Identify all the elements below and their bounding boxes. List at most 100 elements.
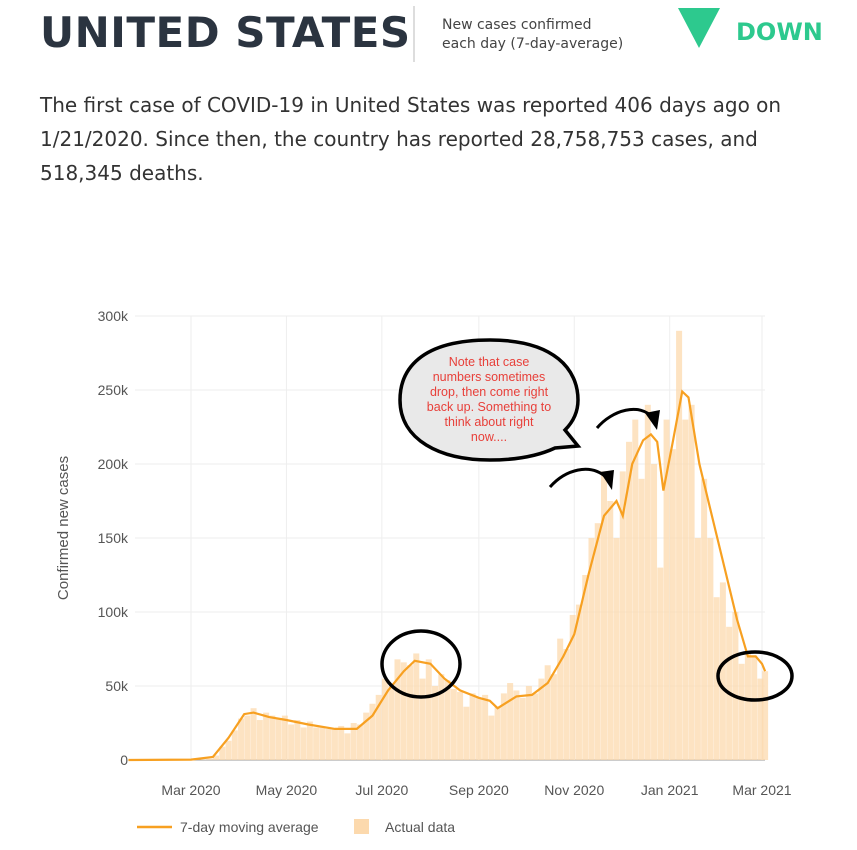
actual-data-bar <box>425 659 432 760</box>
actual-data-bar <box>682 419 689 760</box>
actual-data-bar <box>694 538 701 760</box>
annotation-text: now.... <box>471 430 507 444</box>
actual-data-bar <box>663 419 670 760</box>
actual-data-bar <box>319 727 326 760</box>
annotation-text: think about right <box>445 415 534 429</box>
actual-data-bar <box>762 671 769 760</box>
actual-data-bar <box>600 471 607 760</box>
actual-data-bar <box>444 680 451 760</box>
x-tick-label: Jul 2020 <box>355 782 408 798</box>
actual-data-bar <box>651 464 658 760</box>
actual-data-bar <box>350 723 357 760</box>
actual-data-bar <box>669 449 676 760</box>
actual-data-bar <box>206 758 213 760</box>
actual-data-bar <box>751 656 758 760</box>
arrow-annotation-2 <box>595 407 655 429</box>
legend-actual-data[interactable]: Actual data <box>385 819 455 835</box>
actual-data-bar <box>250 708 257 760</box>
metric-subtitle: New cases confirmed each day (7-day-avera… <box>442 16 662 54</box>
legend-moving-average[interactable]: 7-day moving average <box>180 819 319 835</box>
actual-data-bar <box>557 638 564 760</box>
actual-data-bar <box>500 693 507 760</box>
actual-data-bar <box>231 730 238 760</box>
actual-data-bar <box>676 330 683 760</box>
actual-data-bar <box>519 697 526 760</box>
moving-average-line <box>128 389 767 762</box>
summary-text: The first case of COVID-19 in United Sta… <box>40 93 782 185</box>
actual-data-bar <box>457 691 464 760</box>
actual-data-bar <box>331 728 338 760</box>
actual-data-bar <box>288 724 295 760</box>
actual-data-bar <box>413 653 420 760</box>
y-axis-label: Confirmed new cases <box>55 456 72 600</box>
annotation-text: back up. Something to <box>427 400 551 414</box>
actual-data-bar <box>525 686 532 760</box>
actual-data-bar <box>400 662 407 760</box>
x-tick-label: Mar 2020 <box>161 782 220 798</box>
actual-data-bar <box>488 715 495 760</box>
actual-data-bar <box>594 523 601 760</box>
actual-data-bar <box>388 686 395 760</box>
actual-data-bar <box>475 697 482 760</box>
actual-data-bar <box>513 690 520 760</box>
y-tick-label: 50k <box>105 678 129 694</box>
actual-data-bar <box>613 538 620 760</box>
actual-data-bar <box>701 478 708 760</box>
actual-data-bar <box>269 715 276 760</box>
header-divider <box>413 6 415 62</box>
actual-data-bar <box>281 715 288 760</box>
actual-data-bar <box>432 686 439 760</box>
circle-annotation-mar <box>716 650 794 702</box>
actual-data-bar <box>238 718 245 760</box>
actual-data-bar <box>719 582 726 760</box>
x-tick-label: Nov 2020 <box>544 782 604 798</box>
actual-data-bar <box>626 441 633 760</box>
actual-data-bar <box>275 718 282 760</box>
country-title: UNITED STATES <box>40 8 411 57</box>
actual-data-bar <box>575 604 582 760</box>
actual-data-bar <box>707 538 714 760</box>
actual-data-bar <box>344 733 351 760</box>
actual-data-bar <box>294 720 301 760</box>
actual-data-bar <box>225 740 232 760</box>
actual-data-bar <box>375 694 382 760</box>
actual-data-bar <box>306 721 313 760</box>
x-tick-label: May 2020 <box>256 782 318 798</box>
actual-data-bar <box>563 649 570 760</box>
actual-data-bar <box>744 653 751 760</box>
actual-data-bar <box>419 678 426 760</box>
actual-data-bar <box>538 678 545 760</box>
actual-data-bar <box>407 665 414 760</box>
actual-data-bar <box>463 706 470 760</box>
circle-annotation-jul <box>380 629 462 699</box>
actual-data-bar <box>732 612 739 760</box>
actual-data-bar <box>381 678 388 760</box>
actual-data-bar <box>569 614 576 760</box>
x-tick-label: Sep 2020 <box>449 782 509 798</box>
actual-data-bar <box>338 725 345 760</box>
trend-label: DOWN <box>736 18 823 46</box>
actual-data-bar <box>438 674 445 760</box>
actual-data-bar <box>738 663 745 760</box>
actual-data-bar <box>256 720 263 760</box>
annotation-text: numbers sometimes <box>433 370 546 384</box>
actual-data-bar <box>757 678 764 760</box>
y-tick-label: 200k <box>98 456 129 472</box>
y-tick-label: 150k <box>98 530 129 546</box>
annotation-text: drop, then come right <box>430 385 549 399</box>
actual-data-bar <box>532 693 539 760</box>
y-tick-label: 300k <box>98 308 129 324</box>
x-tick-label: Mar 2021 <box>732 782 791 798</box>
actual-data-bar <box>482 694 489 760</box>
y-tick-label: 100k <box>98 604 129 620</box>
actual-data-bar <box>363 712 370 760</box>
actual-data-bar <box>644 404 651 760</box>
actual-data-bar <box>313 727 320 760</box>
actual-data-bar <box>494 706 501 760</box>
actual-data-bar <box>325 728 332 760</box>
legend-bar-swatch <box>354 819 369 834</box>
actual-data-bar <box>688 404 695 760</box>
subtitle-line1: New cases confirmed <box>442 17 592 33</box>
